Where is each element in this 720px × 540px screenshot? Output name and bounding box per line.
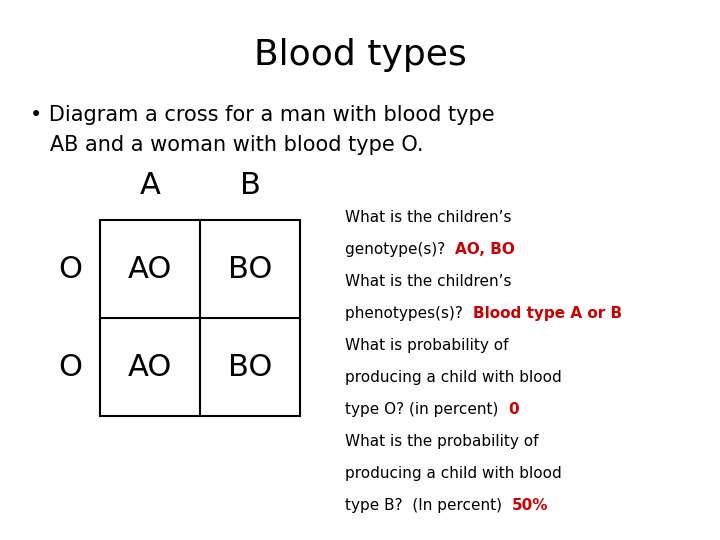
Text: producing a child with blood: producing a child with blood bbox=[345, 370, 562, 385]
Text: A: A bbox=[140, 171, 161, 199]
Text: Blood type A or B: Blood type A or B bbox=[472, 306, 622, 321]
Text: BO: BO bbox=[228, 254, 272, 284]
Text: Blood types: Blood types bbox=[253, 38, 467, 72]
Text: B: B bbox=[240, 171, 261, 199]
Text: AB and a woman with blood type O.: AB and a woman with blood type O. bbox=[30, 135, 423, 155]
Text: phenotypes(s)?: phenotypes(s)? bbox=[345, 306, 472, 321]
Text: O: O bbox=[58, 254, 82, 284]
Text: type B?  (In percent): type B? (In percent) bbox=[345, 498, 512, 513]
Text: • Diagram a cross for a man with blood type: • Diagram a cross for a man with blood t… bbox=[30, 105, 495, 125]
Text: What is the children’s: What is the children’s bbox=[345, 274, 511, 289]
Text: BO: BO bbox=[228, 353, 272, 381]
Bar bbox=[100, 220, 300, 416]
Text: What is probability of: What is probability of bbox=[345, 338, 508, 353]
Text: What is the children’s: What is the children’s bbox=[345, 210, 511, 225]
Text: 50%: 50% bbox=[512, 498, 548, 513]
Text: producing a child with blood: producing a child with blood bbox=[345, 466, 562, 481]
Text: AO: AO bbox=[128, 353, 172, 381]
Text: type O? (in percent): type O? (in percent) bbox=[345, 402, 508, 417]
Text: What is the probability of: What is the probability of bbox=[345, 434, 539, 449]
Text: AO: AO bbox=[128, 254, 172, 284]
Text: AO, BO: AO, BO bbox=[455, 242, 515, 257]
Text: genotype(s)?: genotype(s)? bbox=[345, 242, 455, 257]
Text: O: O bbox=[58, 353, 82, 381]
Text: 0: 0 bbox=[508, 402, 518, 417]
